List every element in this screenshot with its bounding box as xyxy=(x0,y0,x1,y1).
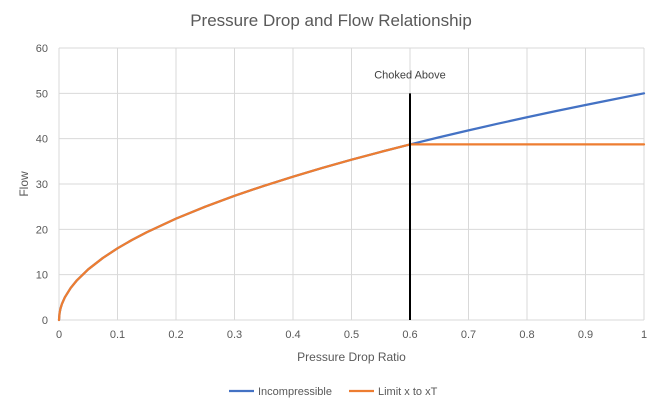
x-axis-label: Pressure Drop Ratio xyxy=(297,350,406,364)
y-tick-label: 10 xyxy=(36,270,48,282)
series-line-2 xyxy=(57,143,646,322)
x-tick-label: 0.8 xyxy=(519,329,534,341)
x-tick-label: 0.4 xyxy=(285,329,300,341)
x-tick-label: 0.7 xyxy=(461,329,476,341)
x-tick-label: 0.6 xyxy=(402,329,417,341)
series-lines xyxy=(57,92,646,322)
x-tick-label: 0.3 xyxy=(227,329,242,341)
y-tick-label: 20 xyxy=(36,224,48,236)
annotation-label: Choked Above xyxy=(374,69,446,81)
chart-title: Pressure Drop and Flow Relationship xyxy=(190,11,472,30)
x-tick-label: 1 xyxy=(641,329,647,341)
x-tick-labels: 0 0.1 0.2 0.3 0.4 0.5 0.6 0.7 0.8 0.9 1 xyxy=(56,329,647,341)
x-tick-label: 0.1 xyxy=(110,329,125,341)
legend-label: Limit x to xT xyxy=(378,386,438,398)
x-tick-label: 0 xyxy=(56,329,62,341)
annotations: Choked Above xyxy=(374,69,446,320)
x-tick-label: 0.5 xyxy=(344,329,359,341)
y-axis-label: Flow xyxy=(17,171,31,197)
legend-label: Incompressible xyxy=(258,386,332,398)
y-tick-labels: 0 10 20 30 40 50 60 xyxy=(36,43,48,327)
grid-lines xyxy=(58,47,645,321)
x-tick-label: 0.2 xyxy=(168,329,183,341)
legend: Incompressible Limit x to xT xyxy=(229,386,438,398)
x-tick-label: 0.9 xyxy=(578,329,593,341)
y-tick-label: 0 xyxy=(42,315,48,327)
y-tick-label: 30 xyxy=(36,179,48,191)
y-tick-label: 60 xyxy=(36,43,48,55)
y-tick-label: 40 xyxy=(36,134,48,146)
y-tick-label: 50 xyxy=(36,88,48,100)
